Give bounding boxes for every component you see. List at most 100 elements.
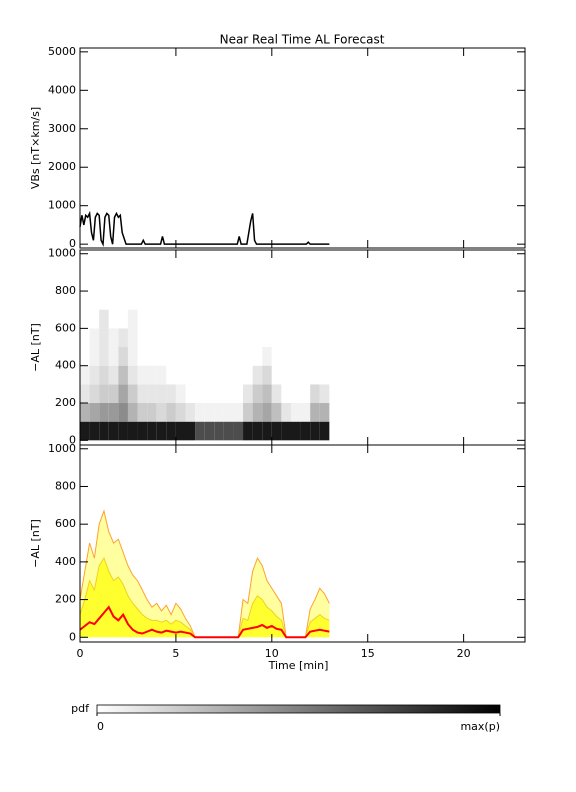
y-tick-label: 3000 <box>48 122 76 135</box>
heat-cell <box>300 403 311 422</box>
heat-cell <box>290 328 301 348</box>
heat-cell <box>233 347 244 366</box>
heat-cell <box>99 365 109 385</box>
heat-cell <box>214 365 224 385</box>
heat-cell <box>204 403 215 422</box>
heat-cell <box>290 365 301 385</box>
heat-cell <box>195 328 205 348</box>
y-tick-label: 400 <box>55 555 76 568</box>
heat-cell <box>271 365 282 385</box>
heat-cell <box>127 328 138 348</box>
heat-cell <box>223 384 234 404</box>
heat-cell <box>80 309 90 329</box>
heat-cell <box>108 403 119 422</box>
heat-cell <box>166 309 176 329</box>
y-tick-label: 1000 <box>48 199 76 212</box>
heat-cell <box>281 403 291 422</box>
heat-cell <box>166 421 176 441</box>
heat-cell <box>319 347 330 366</box>
heat-cell <box>175 309 186 329</box>
heat-cell <box>319 328 330 348</box>
heat-cell <box>147 384 157 404</box>
chart-title: Near Real Time AL Forecast <box>220 33 385 47</box>
heat-cell <box>223 347 234 366</box>
heat-cell <box>147 347 157 366</box>
heat-cell <box>310 365 320 385</box>
heat-cell <box>156 328 167 348</box>
heat-cell <box>127 347 138 366</box>
heat-cell <box>118 328 128 348</box>
y-tick-label: 0 <box>69 630 76 643</box>
heat-cell <box>147 421 157 441</box>
heat-cell <box>89 328 100 348</box>
heat-cell <box>166 403 176 422</box>
y-tick-label: 2000 <box>48 160 76 173</box>
heat-cell <box>214 347 224 366</box>
heat-cell <box>137 365 148 385</box>
y-tick-label: 600 <box>55 517 76 530</box>
heat-cell <box>185 365 196 385</box>
heat-cell <box>252 365 263 385</box>
heat-cell <box>310 328 320 348</box>
heat-cell <box>156 403 167 422</box>
y-tick-label: 200 <box>55 593 76 606</box>
heat-cell <box>80 365 90 385</box>
heat-cell <box>137 328 148 348</box>
heat-cell <box>99 421 109 441</box>
y-axis-label: VBs [nT×km/s] <box>29 107 42 189</box>
panel <box>79 509 330 639</box>
heat-cell <box>300 309 311 329</box>
heat-cell <box>175 365 186 385</box>
heat-cell <box>290 421 301 441</box>
y-tick-label: 0 <box>69 237 76 250</box>
heat-cell <box>300 328 311 348</box>
heat-cell <box>108 328 119 348</box>
heat-cell <box>80 421 90 441</box>
heat-cell <box>89 309 100 329</box>
heat-cell <box>108 365 119 385</box>
heat-cell <box>195 384 205 404</box>
heat-cell <box>319 421 330 441</box>
heat-cell <box>99 328 109 348</box>
heat-cell <box>281 384 291 404</box>
heat-cell <box>108 384 119 404</box>
heat-cell <box>271 421 282 441</box>
x-axis-label: Time [min] <box>268 659 329 672</box>
heat-cell <box>262 403 272 422</box>
heat-cell <box>156 347 167 366</box>
heat-cell <box>185 309 196 329</box>
heat-cell <box>137 309 148 329</box>
heat-cell <box>223 421 234 441</box>
heat-cell <box>300 365 311 385</box>
heat-cell <box>300 384 311 404</box>
heat-cell <box>185 403 196 422</box>
heat-cell <box>300 347 311 366</box>
heat-cell <box>310 347 320 366</box>
colorbar-label: pdf <box>71 702 90 715</box>
heat-cell <box>89 403 100 422</box>
heat-cell <box>223 403 234 422</box>
heat-cell <box>252 403 263 422</box>
heat-cell <box>156 365 167 385</box>
series-line <box>79 605 330 639</box>
heat-cell <box>281 347 291 366</box>
heat-cell <box>89 365 100 385</box>
heat-cell <box>108 421 119 441</box>
y-tick-label: 1000 <box>48 442 76 455</box>
heat-cell <box>195 309 205 329</box>
vbs-line <box>79 210 330 247</box>
heat-cell <box>252 309 263 329</box>
heat-cell <box>262 309 272 329</box>
colorbar-tick-label: 0 <box>97 720 104 733</box>
y-tick-label: 600 <box>55 321 76 334</box>
heat-cell <box>185 328 196 348</box>
plot-frame <box>79 444 526 643</box>
heat-cell <box>185 384 196 404</box>
y-axis-label: −AL [nT] <box>29 519 42 568</box>
heat-cell <box>310 384 320 404</box>
heat-cell <box>252 328 263 348</box>
heat-cell <box>147 328 157 348</box>
heat-cell <box>137 384 148 404</box>
heat-cell <box>99 384 109 404</box>
